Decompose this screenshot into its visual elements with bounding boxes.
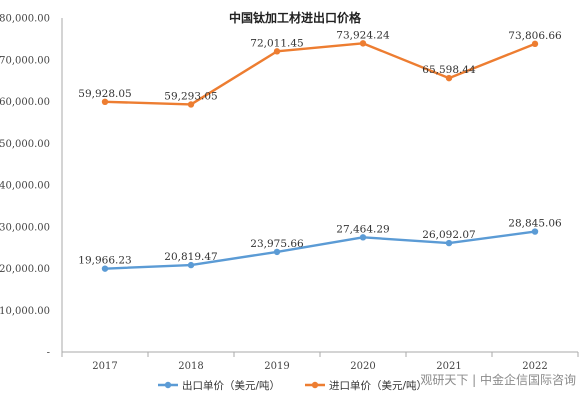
y-tick-label: 60,000.00	[0, 97, 50, 108]
y-tick-label: 20,000.00	[0, 264, 50, 275]
data-point	[101, 265, 109, 272]
x-tick-label: 2018	[178, 361, 203, 372]
series-line-0	[104, 230, 536, 270]
data-point	[445, 74, 453, 82]
legend-label: 进口单价（美元/吨）	[329, 379, 427, 392]
legend-marker-0	[164, 381, 172, 389]
y-tick-label: 30,000.00	[0, 222, 50, 233]
x-tick-label: 2020	[350, 361, 375, 372]
x-tick-label: 2022	[522, 361, 547, 372]
y-tick-label: 70,000.00	[0, 55, 50, 66]
series-layer: 19,966.23 20,819.47 23,975.66 27,464.29 26,0…	[78, 29, 562, 272]
data-point	[273, 248, 281, 256]
data-label: 59,928.05	[78, 88, 131, 100]
data-point	[187, 261, 195, 269]
x-tick-label: 2017	[92, 361, 117, 372]
x-tick-label: 2019	[264, 361, 289, 372]
data-point	[359, 40, 367, 47]
data-point	[445, 239, 453, 247]
y-tick-label: 50,000.00	[0, 139, 50, 150]
x-tick-labels: 2017 2018 2019 2020 2021 2022	[61, 352, 579, 372]
y-tick-labels: - 10,000.00 20,000.00 30,000.00 40,000.00 50,…	[0, 14, 50, 359]
y-tick-label: -	[47, 348, 50, 359]
data-label: 23,975.66	[250, 238, 304, 250]
series-line-1	[104, 42, 536, 106]
data-label: 72,011.45	[250, 37, 303, 49]
data-point	[187, 101, 195, 108]
legend-label: 出口单价（美元/吨）	[182, 379, 280, 392]
legend-marker-1	[311, 381, 319, 389]
y-tick-label: 40,000.00	[0, 181, 50, 192]
data-point	[359, 234, 367, 241]
y-tick-label: 80,000.00	[0, 14, 50, 25]
data-label: 27,464.29	[336, 223, 389, 235]
x-tick-label: 2021	[436, 361, 461, 372]
chart-title: 中国钛加工材进出口价格	[229, 10, 362, 25]
data-label: 59,293.05	[164, 90, 217, 102]
data-label: 65,598.44	[422, 64, 476, 76]
data-label: 19,966.23	[78, 255, 131, 267]
data-point	[531, 228, 539, 235]
legend: 出口单价（美元/吨） 进口单价（美元/吨）	[158, 379, 427, 392]
data-label: 20,819.47	[164, 251, 217, 263]
data-label: 73,806.66	[508, 30, 562, 42]
watermark: 观研天下 | 中金企信国际咨询	[420, 372, 576, 387]
data-point	[101, 98, 109, 106]
data-label: 28,845.06	[508, 218, 562, 230]
data-label: 73,924.24	[336, 29, 390, 41]
data-point	[531, 40, 539, 48]
data-label: 26,092.07	[422, 229, 475, 241]
y-tick-label: 10,000.00	[0, 306, 50, 317]
data-point	[273, 48, 281, 55]
